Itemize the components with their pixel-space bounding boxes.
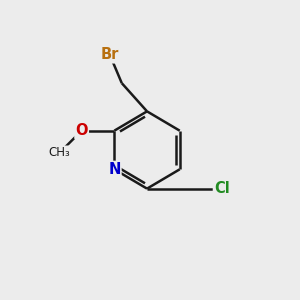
Text: CH₃: CH₃	[49, 146, 70, 160]
Text: Cl: Cl	[214, 181, 230, 196]
Text: O: O	[75, 123, 88, 138]
Text: N: N	[108, 162, 121, 177]
Text: Br: Br	[101, 47, 119, 62]
